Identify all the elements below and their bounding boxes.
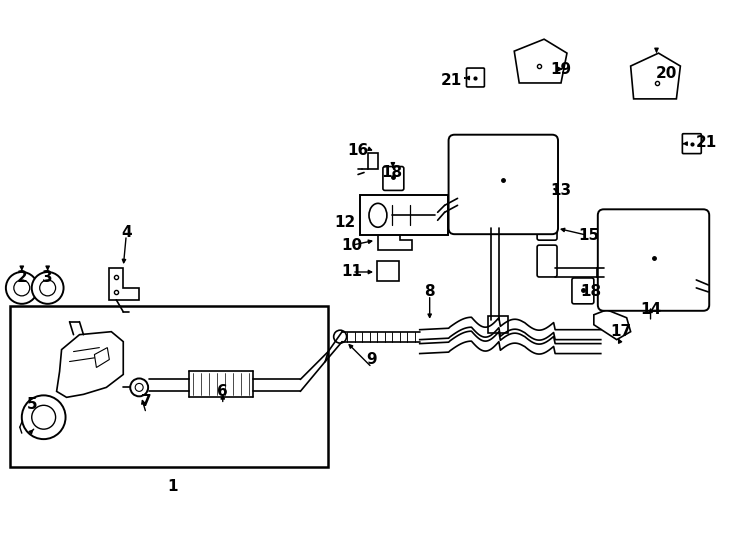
Text: 19: 19 xyxy=(550,62,572,77)
Circle shape xyxy=(32,406,56,429)
Circle shape xyxy=(14,280,30,296)
Text: 21: 21 xyxy=(696,135,717,150)
Text: 6: 6 xyxy=(217,384,228,399)
Polygon shape xyxy=(95,348,109,368)
FancyBboxPatch shape xyxy=(572,278,594,304)
Text: 13: 13 xyxy=(550,183,572,198)
FancyBboxPatch shape xyxy=(537,206,557,240)
Text: 18: 18 xyxy=(581,285,601,299)
Circle shape xyxy=(135,383,143,392)
Ellipse shape xyxy=(369,204,387,227)
Text: 14: 14 xyxy=(640,302,661,318)
Polygon shape xyxy=(57,332,123,397)
Polygon shape xyxy=(368,153,378,168)
Text: 4: 4 xyxy=(121,225,131,240)
FancyBboxPatch shape xyxy=(448,134,558,234)
Circle shape xyxy=(6,272,37,304)
Text: 5: 5 xyxy=(26,397,37,412)
Text: 1: 1 xyxy=(168,480,178,495)
Text: 16: 16 xyxy=(347,143,368,158)
Text: 12: 12 xyxy=(335,215,356,230)
Circle shape xyxy=(334,330,346,343)
Text: 3: 3 xyxy=(43,271,53,286)
Bar xyxy=(10,306,328,467)
Polygon shape xyxy=(378,228,412,250)
FancyBboxPatch shape xyxy=(683,134,701,153)
Text: 17: 17 xyxy=(610,324,631,339)
FancyBboxPatch shape xyxy=(597,210,709,311)
Circle shape xyxy=(130,379,148,396)
Text: 9: 9 xyxy=(367,352,377,367)
Text: 15: 15 xyxy=(578,228,600,242)
Text: 11: 11 xyxy=(341,265,363,280)
Text: 20: 20 xyxy=(655,65,677,80)
Polygon shape xyxy=(631,53,680,99)
Text: 18: 18 xyxy=(381,165,402,180)
Text: 7: 7 xyxy=(141,394,151,409)
Circle shape xyxy=(32,272,64,304)
FancyBboxPatch shape xyxy=(377,261,399,281)
Circle shape xyxy=(40,280,56,296)
Text: 8: 8 xyxy=(424,285,435,299)
Bar xyxy=(360,195,448,235)
Text: 21: 21 xyxy=(441,73,462,89)
FancyBboxPatch shape xyxy=(383,166,404,191)
Text: 10: 10 xyxy=(341,238,363,253)
Polygon shape xyxy=(594,310,631,340)
Polygon shape xyxy=(109,268,139,300)
FancyBboxPatch shape xyxy=(467,68,484,87)
Text: 2: 2 xyxy=(16,271,27,286)
FancyBboxPatch shape xyxy=(488,316,508,333)
Polygon shape xyxy=(515,39,567,83)
Circle shape xyxy=(22,395,65,439)
FancyBboxPatch shape xyxy=(537,245,557,277)
